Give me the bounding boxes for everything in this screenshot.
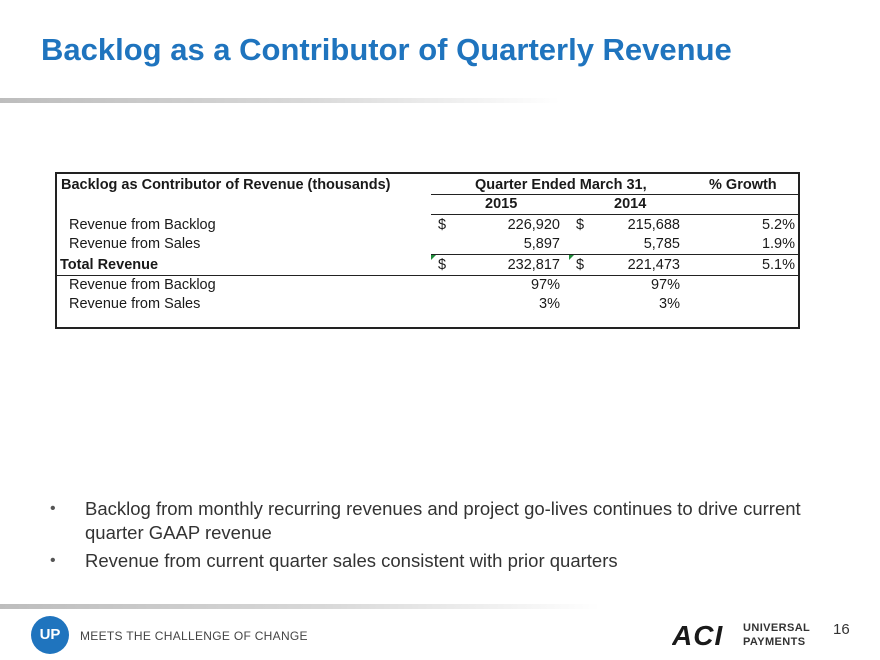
aci-logo-text: ACI [672, 622, 723, 648]
period-header: Quarter Ended March 31, [475, 177, 647, 193]
growth-value: 1.9% [761, 236, 795, 252]
value-2015: 226,920 [507, 217, 560, 233]
year-2014-header: 2014 [614, 196, 647, 212]
footer-tagline: MEETS THE CHALLENGE OF CHANGE [80, 629, 308, 643]
percent-2015: 3% [539, 296, 560, 312]
percent-2015: 97% [530, 277, 560, 293]
footer-divider [0, 604, 600, 609]
brand-line-2: PAYMENTS [743, 636, 806, 648]
brand-line-1: UNIVERSAL [743, 622, 811, 634]
row-label: Revenue from Backlog [69, 277, 216, 293]
total-2014: 221,473 [627, 257, 680, 273]
revenue-table: Backlog as Contributor of Revenue (thous… [55, 172, 800, 329]
aci-logo: ACI [672, 622, 723, 648]
table-caption: Backlog as Contributor of Revenue (thous… [61, 177, 391, 193]
slide-title: Backlog as a Contributor of Quarterly Re… [41, 32, 732, 67]
bullet-text: Revenue from current quarter sales consi… [85, 550, 618, 571]
total-label: Total Revenue [60, 257, 159, 273]
row-label: Revenue from Sales [69, 236, 201, 252]
percent-2014: 97% [650, 277, 680, 293]
currency-symbol: $ [438, 217, 447, 233]
page-number: 16 [833, 621, 850, 638]
bullet-icon: • [50, 500, 56, 517]
growth-header: % Growth [709, 177, 777, 193]
value-2015: 5,897 [523, 236, 560, 252]
growth-value: 5.1% [761, 257, 795, 273]
total-2015: 232,817 [507, 257, 560, 273]
value-2014: 5,785 [643, 236, 680, 252]
bullet-icon: • [50, 552, 56, 569]
subheader-underline [431, 214, 798, 215]
header-underline [431, 194, 798, 195]
total-underline [57, 275, 798, 276]
error-indicator-icon [569, 255, 574, 260]
year-2015-header: 2015 [485, 196, 518, 212]
currency-symbol: $ [576, 217, 585, 233]
aci-brand-name: UNIVERSAL PAYMENTS [743, 621, 810, 649]
bullet-text: Backlog from monthly recurring revenues … [85, 498, 801, 543]
error-indicator-icon [431, 255, 436, 260]
percent-2014: 3% [659, 296, 680, 312]
subtotal-line [431, 254, 798, 255]
growth-value: 5.2% [761, 217, 795, 233]
row-label: Revenue from Backlog [69, 217, 216, 233]
currency-symbol: $ [576, 257, 585, 273]
row-label: Revenue from Sales [69, 296, 201, 312]
bullet-item: • Revenue from current quarter sales con… [50, 549, 830, 573]
title-divider [0, 98, 560, 103]
bullet-list: • Backlog from monthly recurring revenue… [50, 497, 830, 577]
up-logo: UP [31, 616, 69, 654]
currency-symbol: $ [438, 257, 447, 273]
value-2014: 215,688 [627, 217, 680, 233]
bullet-item: • Backlog from monthly recurring revenue… [50, 497, 830, 545]
